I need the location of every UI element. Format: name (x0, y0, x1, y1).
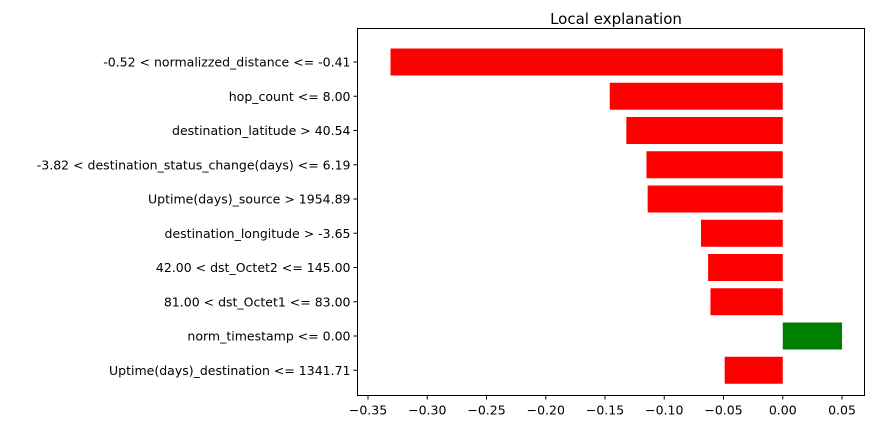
bar (626, 117, 783, 144)
x-tick-label: −0.20 (527, 403, 565, 418)
bar (710, 288, 783, 316)
x-tick-label: −0.05 (704, 403, 742, 418)
x-tick-label: −0.15 (586, 403, 624, 418)
category-label: norm_timestamp <= 0.00 (187, 329, 350, 344)
category-label: 81.00 < dst_Octet1 <= 83.00 (164, 294, 351, 309)
x-tick-label: −0.30 (408, 403, 446, 418)
x-tick-label: −0.35 (349, 403, 387, 418)
category-labels-group: -0.52 < normalizzed_distance <= -0.41 hop… (37, 55, 358, 378)
category-label: 42.00 < dst_Octet2 <= 145.00 (156, 260, 351, 275)
bar (647, 185, 783, 213)
bar (390, 48, 783, 76)
x-axis: −0.35 −0.30 −0.25 −0.20 −0.15 −0.10 −0.05 0.00 0… (349, 395, 856, 418)
bar (708, 254, 783, 281)
chart-title: Local explanation (550, 10, 682, 28)
category-label: Uptime(days)_destination <= 1341.71 (109, 363, 350, 378)
x-tick-label: −0.10 (645, 403, 683, 418)
x-tick-label: −0.25 (467, 403, 505, 418)
category-label: -0.52 < normalizzed_distance <= -0.41 (103, 55, 350, 70)
category-label: hop_count <= 8.00 (229, 89, 351, 104)
plot-frame (357, 28, 865, 396)
bars-group (390, 48, 842, 384)
category-label: destination_longitude > -3.65 (165, 226, 351, 241)
bar (646, 151, 783, 179)
category-label: destination_latitude > 40.54 (172, 123, 350, 138)
x-tick-label: 0.05 (828, 403, 856, 418)
bar (609, 82, 783, 110)
category-label: -3.82 < destination_status_change(days) … (37, 157, 351, 172)
category-label: Uptime(days)_source > 1954.89 (148, 192, 351, 207)
x-tick-label: 0.00 (769, 403, 797, 418)
bar (782, 322, 842, 350)
bar (724, 356, 783, 384)
bar (700, 219, 783, 247)
